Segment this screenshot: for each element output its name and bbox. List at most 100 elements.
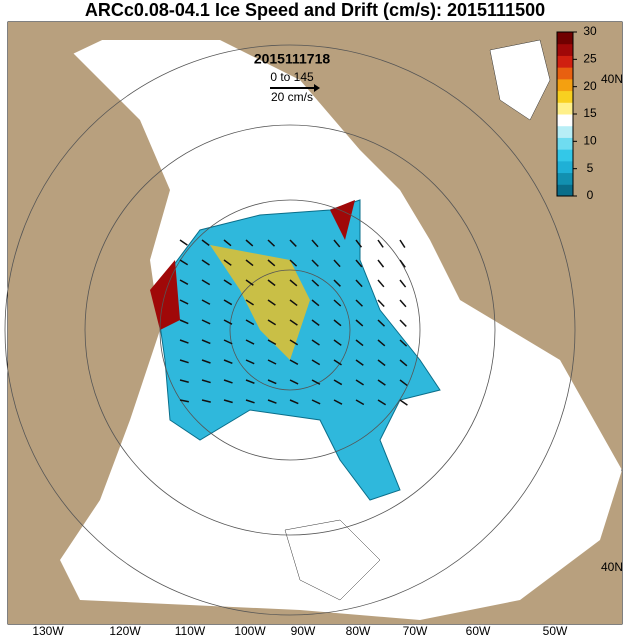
drift-arrow: [311, 359, 321, 366]
drift-arrow: [245, 319, 255, 326]
colorbar-tick-label: 30: [583, 24, 597, 38]
drift-arrow: [223, 279, 232, 286]
drift-arrow: [245, 359, 255, 365]
drift-arrow: [289, 339, 299, 346]
drift-arrow: [377, 239, 384, 248]
drift-arrow: [289, 299, 298, 307]
drift-arrow: [223, 359, 233, 365]
drift-arrow: [179, 359, 189, 364]
drift-arrow: [333, 359, 342, 366]
colorbar-band: [557, 102, 573, 115]
drift-arrow: [267, 239, 276, 247]
drift-arrow: [267, 259, 276, 267]
colorbar-band: [557, 78, 573, 92]
drift-arrow: [311, 339, 320, 346]
colorbar-band: [557, 55, 573, 68]
drift-arrow: [399, 339, 408, 347]
latitude-label: 40N: [601, 72, 623, 86]
drift-arrow: [179, 399, 189, 403]
drift-arrow: [333, 279, 341, 287]
drift-arrow: [355, 379, 364, 386]
ocean: [284, 39, 551, 601]
longitude-label: 50W: [543, 624, 568, 638]
drift-arrow: [245, 299, 254, 306]
drift-arrow: [223, 399, 233, 404]
drift-arrow: [267, 379, 277, 385]
drift-arrow: [399, 319, 407, 327]
drift-arrow: [333, 239, 341, 248]
colorbar-band: [557, 184, 573, 197]
drift-arrow: [333, 379, 343, 386]
drift-arrow: [179, 339, 189, 344]
colorbar-band: [557, 43, 573, 56]
drift-arrow: [377, 279, 385, 288]
colorbar-band: [557, 114, 573, 127]
longitude-label: 110W: [175, 624, 206, 638]
drift-arrow: [201, 319, 211, 325]
drift-arrow: [201, 399, 211, 403]
drift-arrow: [355, 319, 364, 327]
drift-arrow: [223, 319, 233, 325]
drift-arrow: [377, 399, 387, 406]
drift-arrow: [399, 399, 408, 406]
latitude-circle: [229, 269, 351, 391]
drift-arrow: [179, 299, 189, 305]
drift-arrow: [201, 299, 211, 305]
drift-arrow: [333, 339, 342, 346]
drift-arrow: [333, 399, 343, 405]
drift-arrow: [223, 339, 233, 345]
colorbar-band: [557, 137, 573, 150]
drift-arrow: [179, 239, 188, 246]
colorbar-band: [557, 32, 573, 45]
colorbar-tick-label: 0: [587, 188, 594, 202]
grid: [4, 44, 576, 616]
fast-ice-band: [210, 245, 310, 360]
drift-arrow: [289, 239, 297, 247]
drift-arrow: [311, 239, 319, 248]
drift-arrow: [289, 279, 298, 287]
drift-arrow: [245, 399, 255, 404]
colorbar-band: [557, 149, 573, 162]
latitude-circle: [4, 44, 576, 616]
drift-arrow: [179, 319, 189, 325]
land: [8, 22, 622, 624]
drift-arrows: [179, 239, 408, 406]
drift-arrow: [399, 359, 408, 367]
drift-arrow: [267, 339, 277, 346]
drift-arrow: [355, 279, 363, 288]
longitude-label: 60W: [466, 624, 491, 638]
longitude-label: 70W: [403, 624, 428, 638]
colorbar-band: [557, 125, 573, 138]
drift-arrow: [179, 279, 189, 285]
drift-arrow: [333, 299, 342, 307]
drift-arrow: [355, 239, 363, 248]
colorbar-tick-label: 20: [583, 79, 597, 93]
drift-arrow: [311, 379, 321, 385]
map: [4, 21, 623, 625]
longitude-label: 130W: [32, 624, 64, 638]
drift-arrow: [355, 299, 363, 307]
drift-arrow: [289, 399, 299, 405]
colorbar-band: [557, 67, 573, 80]
colorbar-tick-label: 5: [587, 161, 594, 175]
drift-arrow: [245, 259, 254, 267]
colorbar-band: [557, 172, 573, 185]
latitude-circle: [159, 199, 421, 461]
drift-arrow: [201, 359, 211, 364]
drift-arrow: [311, 399, 321, 405]
drift-arrow: [289, 319, 298, 326]
drift-arrow: [377, 319, 386, 327]
drift-arrow: [355, 359, 364, 366]
drift-arrow: [333, 259, 341, 268]
reference-arrow-head: [314, 84, 320, 92]
latitude-circle: [84, 124, 496, 536]
drift-arrow: [289, 259, 298, 267]
drift-arrow: [223, 379, 233, 384]
drift-arrow: [267, 399, 277, 404]
drift-arrow: [377, 259, 385, 268]
drift-arrow: [399, 239, 406, 248]
drift-arrow: [201, 259, 210, 266]
drift-arrow: [245, 379, 255, 384]
drift-arrow: [267, 299, 276, 306]
